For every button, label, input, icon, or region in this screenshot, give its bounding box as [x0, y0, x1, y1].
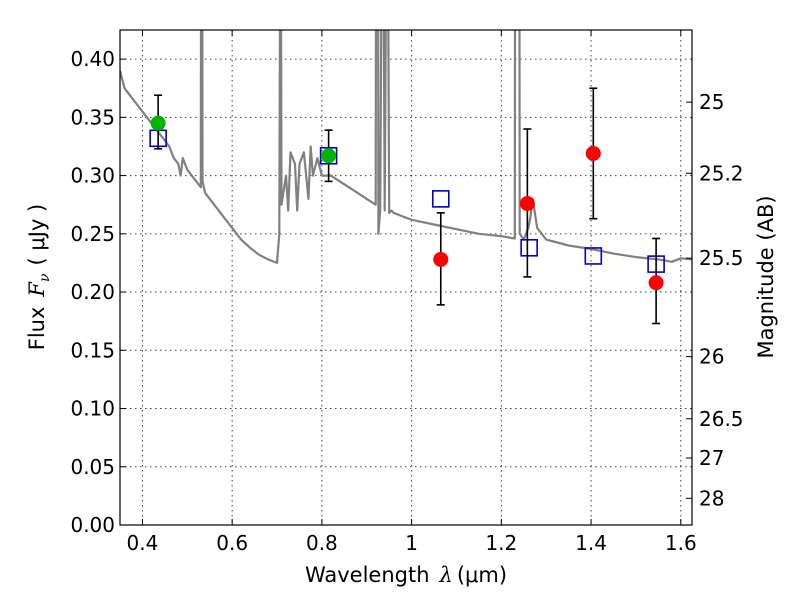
green-dot-point — [150, 115, 166, 131]
mag-tick-label: 27 — [699, 446, 724, 470]
y-tick-label: 0.40 — [70, 47, 115, 71]
y-tick-label: 0.15 — [70, 338, 115, 362]
model-photometry-square — [520, 239, 538, 257]
y-axis-label: Flux Fν ( μJy ) — [25, 204, 53, 350]
plot-area — [120, 30, 692, 525]
y-tick-label: 0.25 — [70, 222, 115, 246]
x-axis-label-prefix: Wavelength — [305, 563, 430, 587]
y-axis-label-prefix: Flux — [25, 307, 49, 351]
model-photometry-square — [647, 255, 665, 273]
x-tick-label: 0.6 — [216, 531, 248, 555]
model-photometry-square — [319, 146, 338, 165]
mag-tick-label: 26.5 — [699, 407, 744, 431]
model-photometry-square — [431, 190, 450, 208]
y-tick-label: 0.20 — [70, 280, 115, 304]
x-axis-label-unit: (μm) — [457, 563, 507, 587]
y-axis-label-symbol: F — [25, 281, 49, 298]
x-tick-label: 1.6 — [665, 531, 697, 555]
y-tick-label: 0.05 — [70, 455, 115, 479]
mag-tick-label: 25.5 — [699, 246, 744, 270]
y-tick-label: 0.35 — [70, 105, 115, 129]
y-axis-label-unit: ( μJy ) — [25, 204, 49, 266]
mag-tick-label: 25.2 — [699, 161, 744, 185]
x-tick-label: 1.4 — [575, 531, 607, 555]
green-dot-point — [321, 148, 337, 164]
x-tick-label: 1.2 — [485, 531, 517, 555]
x-tick-label: 0.4 — [127, 531, 159, 555]
x-tick-label: 1 — [405, 531, 418, 555]
mag-tick-label: 25 — [699, 90, 724, 114]
series-layer — [120, 30, 692, 325]
red-dot-point — [585, 145, 601, 161]
y2-axis-label: Magnitude (AB) — [754, 195, 778, 358]
mag-tick-label: 28 — [699, 486, 724, 510]
x-tick-label: 0.8 — [306, 531, 338, 555]
mag-tick-label: 26 — [699, 345, 724, 369]
y-tick-label: 0.00 — [70, 513, 115, 537]
y-axis-label-subscript: ν — [37, 273, 53, 282]
red-dot-point — [519, 196, 535, 212]
gridlines — [120, 30, 692, 526]
model-photometry-square — [584, 247, 603, 265]
axes: 0.4 0.6 0.8 1 1.2 1.4 1.6 0.00 0.05 0.10 0.15 0.20 0… — [70, 30, 744, 555]
x-axis-label: Wavelength λ (μm) — [305, 563, 507, 587]
red-dot-point — [433, 251, 449, 267]
x-axis-label-symbol: λ — [439, 563, 453, 587]
y-tick-label: 0.30 — [70, 164, 115, 188]
plot-frame — [119, 29, 693, 526]
y-tick-label: 0.10 — [70, 397, 115, 421]
red-dot-point — [648, 275, 664, 291]
model-spectrum-line — [120, 30, 692, 264]
